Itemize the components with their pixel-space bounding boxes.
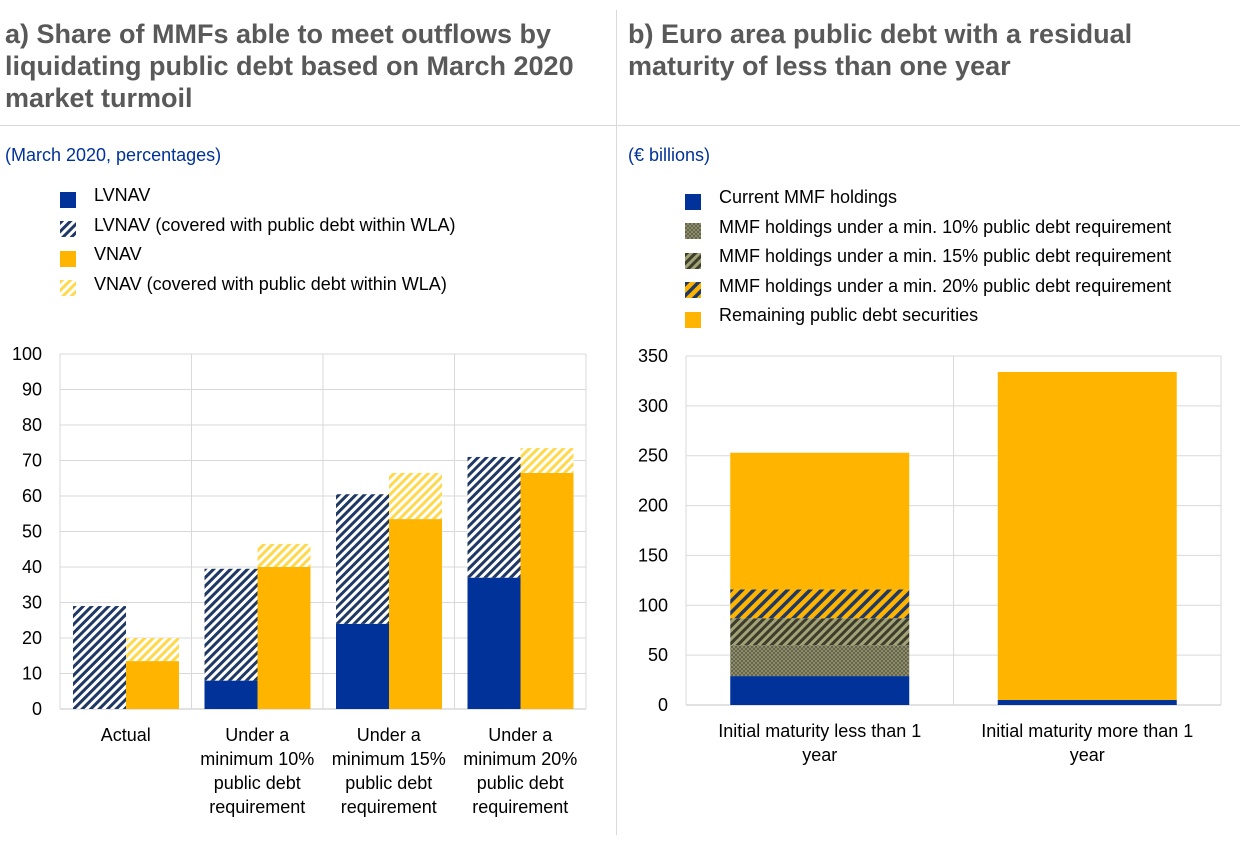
panel-b-legend-item: MMF holdings under a min. 10% public deb… <box>685 213 1171 243</box>
panel-a-bar-segment <box>389 519 442 709</box>
panel-b-bar-segment <box>730 589 910 619</box>
panel-a: a) Share of MMFs able to meet outflows b… <box>0 0 616 843</box>
panel-b-legend-label: MMF holdings under a min. 10% public deb… <box>719 216 1172 237</box>
panel-b-legend-swatch <box>685 249 701 269</box>
panel-a-bar-segment <box>520 472 574 709</box>
panel-a-y-tick-label: 0 <box>32 699 42 719</box>
panel-b-legend-label: Current MMF holdings <box>719 187 898 207</box>
panel-a-x-tick-label: Under a minimum 10% public debt requirement <box>200 725 314 817</box>
panel-b-legend-label: Remaining public debt securities <box>719 305 979 325</box>
panel-b-y-tick-label: 250 <box>638 446 668 466</box>
panel-a-bar-segment <box>126 661 179 709</box>
panel-a-title: a) Share of MMFs able to meet outflows b… <box>5 19 574 113</box>
panel-a-legend-label: VNAV <box>94 244 142 264</box>
panel-b-legend-label: MMF holdings under a min. 15% public deb… <box>719 246 1172 266</box>
panel-b-bar-segment <box>730 676 910 705</box>
panel-a-y-tick-label: 100 <box>12 344 42 364</box>
panel-b-x-tick-label: Initial maturity less than 1 year <box>718 721 921 765</box>
panel-b-bar-segment <box>730 645 910 677</box>
panel-a-bar-segment <box>257 543 311 567</box>
panel-a-bar-segment <box>389 472 442 520</box>
panel-a-y-tick-label: 80 <box>22 415 42 435</box>
panel-a-legend-swatch <box>60 217 76 238</box>
panel-divider-vertical <box>616 10 617 835</box>
panel-b-legend-swatch <box>685 308 701 328</box>
panel-a-bar-segment <box>257 567 311 709</box>
panel-a-y-tick-label: 20 <box>22 628 42 648</box>
panel-b-bar-segment <box>730 618 910 646</box>
panel-a-legend-item: VNAV (covered with public debt within WL… <box>60 270 456 300</box>
header-divider <box>0 125 1240 126</box>
panel-a-y-tick-label: 40 <box>22 557 42 577</box>
panel-b-y-tick-label: 0 <box>658 695 668 715</box>
panel-b: b) Euro area public debt with a residual… <box>617 0 1240 843</box>
panel-a-x-tick-label: Actual <box>101 725 151 745</box>
panel-b-bar-segment <box>997 700 1177 705</box>
panel-b-y-tick-label: 350 <box>638 346 668 366</box>
panel-a-bar-segment <box>126 638 179 662</box>
panel-a-x-tick-label: Under a minimum 15% public debt requirement <box>332 725 446 817</box>
panel-b-bar-segment <box>997 371 1177 701</box>
panel-b-y-tick-label: 50 <box>648 645 668 665</box>
panel-a-unit: (March 2020, percentages) <box>5 145 222 165</box>
panel-a-chart: 0 10 20 30 40 50 60 70 80 90 100 Actual Under a minim… <box>12 344 587 817</box>
panel-a-bar-segment <box>467 577 521 709</box>
panel-a-y-tick-label: 90 <box>22 380 42 400</box>
panel-b-title: b) Euro area public debt with a residual… <box>628 19 1133 81</box>
panel-a-bar-segment <box>204 568 258 681</box>
panel-a-y-tick-label: 30 <box>22 593 42 613</box>
panel-b-legend-swatch <box>685 278 701 299</box>
panel-b-unit: (€ billions) <box>628 145 711 165</box>
panel-a-bar-segment <box>467 456 521 578</box>
panel-a-legend-item: LVNAV (covered with public debt within W… <box>60 211 456 241</box>
panel-b-x-tick-label: Initial maturity more than 1 year <box>981 721 1193 765</box>
panel-b-legend-item: MMF holdings under a min. 20% public deb… <box>685 272 1171 302</box>
panel-b-legend-item: Current MMF holdings <box>685 183 1171 213</box>
panel-b-legend-item: Remaining public debt securities <box>685 301 1171 331</box>
panel-a-bar-segment <box>520 448 574 473</box>
panel-a-bar-segment <box>204 680 258 709</box>
panel-a-legend-label: LVNAV (covered with public debt within W… <box>94 214 456 235</box>
panel-a-bar-segment <box>336 494 389 624</box>
panel-b-legend: Current MMF holdings MMF holdings under a… <box>685 183 1171 331</box>
panel-a-y-tick-label: 70 <box>22 451 42 471</box>
panel-b-legend-swatch <box>685 190 701 210</box>
panel-a-legend: LVNAV LVNAV (covered with public debt wit… <box>60 181 456 299</box>
panel-a-legend-swatch <box>60 247 76 267</box>
panel-a-legend-swatch <box>60 188 76 208</box>
panel-a-y-tick-label: 50 <box>22 522 42 542</box>
panel-a-legend-swatch <box>60 276 76 297</box>
panel-b-legend-item: MMF holdings under a min. 15% public deb… <box>685 242 1171 272</box>
panel-a-y-tick-label: 10 <box>22 664 42 684</box>
panel-a-y-tick-label: 60 <box>22 486 42 506</box>
panel-b-chart: 0 50 100 150 200 250 300 350 Initial maturity le… <box>638 346 1222 765</box>
panel-b-legend-swatch <box>685 219 701 240</box>
panel-b-y-tick-label: 300 <box>638 396 668 416</box>
panel-a-bar-segment <box>336 623 389 709</box>
panel-a-legend-label: LVNAV <box>94 185 151 205</box>
panel-b-y-tick-label: 200 <box>638 496 668 516</box>
panel-b-y-tick-label: 100 <box>638 595 668 615</box>
panel-a-bar-segment <box>73 606 126 709</box>
panel-a-x-tick-label: Under a minimum 20% public debt requirement <box>463 725 577 817</box>
panel-b-bar-segment <box>730 452 910 590</box>
panel-a-legend-item: VNAV <box>60 240 456 270</box>
panel-b-y-tick-label: 150 <box>638 545 668 565</box>
panel-a-legend-label: VNAV (covered with public debt within WL… <box>94 273 447 294</box>
panel-a-legend-item: LVNAV <box>60 181 456 211</box>
panel-b-legend-label: MMF holdings under a min. 20% public deb… <box>719 275 1172 296</box>
